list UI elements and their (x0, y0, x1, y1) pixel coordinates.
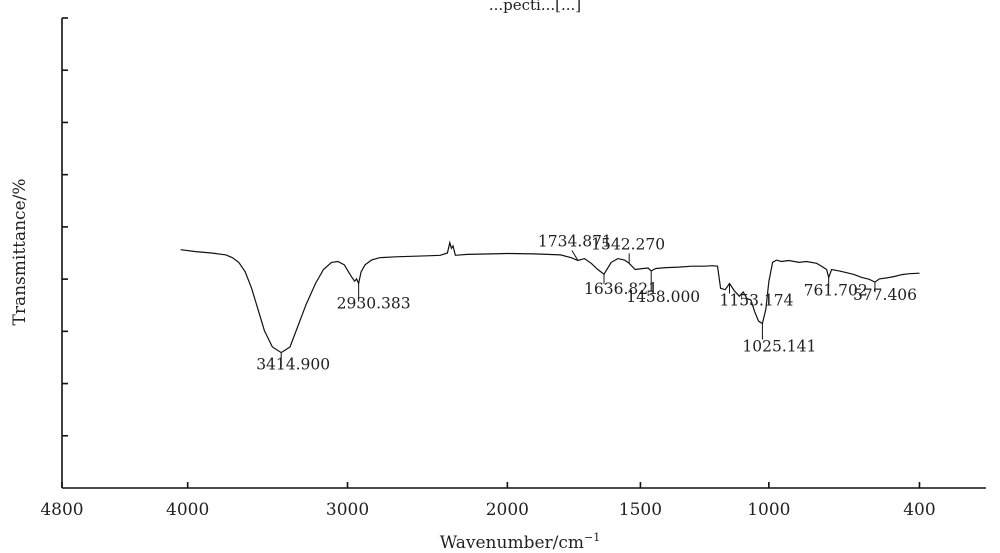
peak-label: 1025.141 (742, 338, 816, 356)
y-ticks (62, 17, 68, 437)
peak-label: 2930.383 (337, 295, 411, 313)
peak-label: 761.702 (804, 281, 868, 299)
peak-label: 1734.871 (538, 233, 612, 251)
x-tick-label: 400 (903, 500, 935, 520)
chart-title: ...pecti...[...] (489, 0, 581, 14)
peak-label: 3414.900 (256, 356, 330, 374)
x-tick-labels: 4800 4000 3000 2000 1500 1000 400 (40, 500, 935, 520)
y-axis-label: Transmittance/% (10, 178, 30, 325)
peak-label: 1636.821 (584, 280, 658, 298)
x-tick-label: 2000 (486, 500, 529, 520)
x-tick-label: 4800 (40, 500, 83, 520)
x-axis-label: Wavenumber/cm−1 (440, 531, 600, 553)
x-tick-label: 4000 (166, 500, 209, 520)
peak-label: 1542.270 (591, 235, 665, 253)
peak-label: 1458.000 (626, 288, 700, 306)
axes (61, 18, 986, 489)
x-ticks (61, 482, 921, 488)
x-tick-label: 1500 (619, 500, 662, 520)
x-axis-label-superscript: −1 (584, 531, 600, 544)
peak-label: 577.406 (853, 286, 917, 304)
x-tick-label: 3000 (326, 500, 369, 520)
series-group (180, 240, 920, 354)
peak-label: 1153.174 (720, 292, 794, 310)
x-axis-label-text: Wavenumber/cm (440, 533, 584, 553)
peak-leader-line (571, 250, 579, 261)
spectrum-line (180, 240, 920, 354)
x-tick-label: 1000 (747, 500, 790, 520)
